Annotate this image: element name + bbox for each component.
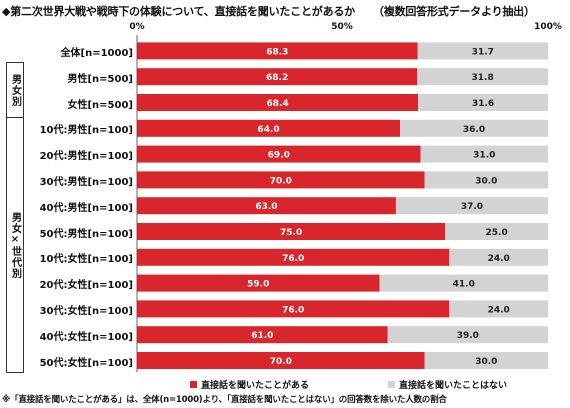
data-label: 25.0: [486, 228, 508, 238]
data-label: 69.0: [268, 151, 290, 161]
data-label: 64.0: [257, 125, 279, 135]
category-label: 20代:男性[n=100]: [39, 151, 133, 163]
category-label: 10代:男性[n=100]: [39, 125, 133, 137]
bar-heard: [137, 42, 418, 60]
data-label: 30.0: [475, 357, 497, 367]
data-label: 36.0: [463, 125, 485, 135]
subtitle-text: （複数回答形式データより抽出）: [372, 5, 535, 18]
data-label: 31.6: [472, 99, 494, 109]
data-label: 76.0: [282, 305, 304, 315]
data-label: 68.2: [266, 73, 288, 83]
title-text: ◆第二次世界大戦や戦時下の体験について、直接話を聞いたことがあるか: [2, 5, 355, 18]
data-label: 31.0: [473, 151, 495, 161]
category-label: 40代:男性[n=100]: [39, 202, 133, 214]
bar-not-heard: [449, 300, 548, 318]
bar-not-heard: [417, 68, 548, 86]
bar-not-heard: [395, 197, 548, 215]
data-label: 24.0: [488, 254, 510, 264]
group-gender: 男女別: [6, 62, 24, 118]
bar-not-heard: [420, 145, 548, 163]
bar-heard: [137, 197, 396, 215]
legend-label: 直接話を聞いたことはない: [399, 381, 508, 391]
legend-label: 直接話を聞いたことがある: [201, 381, 310, 391]
data-label: 76.0: [282, 254, 304, 264]
data-label: 30.0: [475, 176, 497, 186]
data-label: 59.0: [247, 280, 269, 290]
group-gender-age-label: 男女×世代別: [9, 211, 21, 279]
x-tick-label: 100%: [534, 22, 562, 32]
category-label: 10代:女性[n=100]: [39, 254, 133, 266]
bar-heard: [137, 119, 401, 137]
legend-swatch: [190, 381, 197, 388]
bar-heard: [137, 248, 450, 266]
bar-heard: [137, 223, 446, 240]
group-gender-age: 男女×世代別: [6, 117, 24, 373]
data-label: 41.0: [453, 280, 475, 290]
footnote: ※「直接話を聞いたことがある」は、全体(n=1000)より、「直接話を聞いたこと…: [2, 395, 447, 405]
category-label: 40代:女性[n=100]: [39, 331, 133, 343]
data-label: 70.0: [270, 357, 292, 367]
data-label: 24.0: [488, 305, 510, 315]
chart-title: ◆第二次世界大戦や戦時下の体験について、直接話を聞いたことがあるか （複数回答形式…: [2, 3, 535, 19]
bar-heard: [137, 300, 450, 318]
bar-heard: [137, 145, 421, 163]
category-label: 男性[n=500]: [67, 73, 133, 85]
bar-not-heard: [424, 352, 548, 369]
bar-heard: [137, 352, 425, 369]
group-gender-label: 男女別: [9, 73, 21, 107]
data-label: 75.0: [280, 228, 302, 238]
bar-heard: [137, 68, 418, 86]
category-label: 30代:男性[n=100]: [39, 176, 133, 188]
bar-heard: [137, 274, 380, 292]
category-label: 30代:女性[n=100]: [39, 305, 133, 317]
bar-not-heard: [449, 248, 548, 266]
data-label: 70.0: [270, 176, 292, 186]
bar-not-heard: [387, 326, 548, 344]
data-label: 31.7: [472, 47, 494, 57]
x-tick-label: 0%: [129, 22, 145, 32]
bar-not-heard: [379, 274, 548, 292]
category-label: 女性[n=500]: [67, 99, 133, 111]
data-label: 37.0: [461, 202, 483, 212]
legend-item-yes: 直接話を聞いたことがある: [190, 378, 309, 391]
category-label: 20代:女性[n=100]: [39, 280, 133, 292]
bar-not-heard: [445, 223, 548, 240]
bar-heard: [137, 94, 419, 111]
category-label: 全体[n=1000]: [60, 47, 133, 59]
x-tick-label: 50%: [331, 22, 353, 32]
data-label: 63.0: [255, 202, 277, 212]
bar-not-heard: [418, 94, 548, 111]
data-label: 61.0: [251, 331, 273, 341]
bar-not-heard: [400, 119, 548, 137]
legend-swatch: [388, 381, 395, 388]
category-label: 50代:女性[n=100]: [39, 357, 133, 369]
data-label: 68.3: [266, 47, 288, 57]
bar-not-heard: [417, 42, 548, 60]
category-label: 50代:男性[n=100]: [39, 228, 133, 240]
bar-not-heard: [424, 171, 548, 189]
data-label: 39.0: [457, 331, 479, 341]
bar-heard: [137, 171, 425, 189]
data-label: 31.8: [472, 73, 494, 83]
data-label: 68.4: [266, 99, 288, 109]
legend-item-no: 直接話を聞いたことはない: [388, 378, 507, 391]
bar-heard: [137, 326, 388, 344]
